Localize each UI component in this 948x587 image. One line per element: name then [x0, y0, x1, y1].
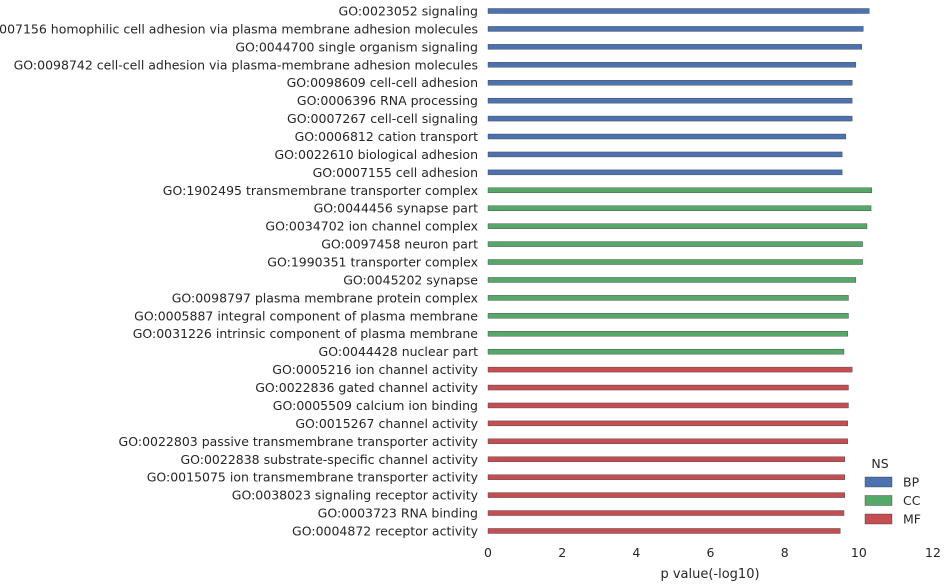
category-label: GO:0005216 ion channel activity	[272, 362, 478, 377]
category-label: GO:0044700 single organism signaling	[235, 39, 478, 54]
bar-mf	[487, 528, 841, 534]
category-label: GO:0004872 receptor activity	[292, 523, 479, 538]
bar-bp	[487, 62, 857, 68]
bar-bp	[487, 169, 843, 176]
category-label: GO:0098609 cell-cell adhesion	[287, 75, 478, 90]
x-tick-label: 6	[707, 545, 715, 560]
bar-bp	[487, 115, 853, 122]
bar-cc	[487, 223, 868, 229]
category-label: GO:0007267 cell-cell signaling	[287, 111, 478, 126]
legend-swatch-mf	[864, 513, 893, 525]
legend: NS BP CC MF	[864, 456, 921, 527]
legend-label-cc: CC	[903, 493, 921, 508]
bar-cc	[487, 205, 872, 211]
legend-items: BP CC MF	[864, 475, 921, 527]
category-label: GO:0038023 signaling receptor activity	[232, 488, 479, 503]
bar-bp	[487, 8, 870, 14]
category-label: GO:0097458 neuron part	[321, 237, 478, 252]
bar-bp	[487, 97, 853, 104]
category-label: GO:0007155 cell adhesion	[313, 165, 478, 180]
bar-mf	[487, 438, 848, 445]
x-tick-label: 8	[781, 545, 789, 560]
legend-swatch-bp	[864, 476, 893, 488]
legend-title: NS	[871, 456, 888, 471]
x-axis-ticks: 0 2 4 6 8 10 12	[484, 545, 941, 560]
bar-mf	[487, 456, 845, 462]
bar-mf	[487, 474, 845, 480]
category-labels: GO:0023052 signaling GO:0007156 homophili…	[0, 4, 479, 539]
category-label: GO:0006396 RNA processing	[297, 93, 478, 108]
legend-label-bp: BP	[903, 475, 920, 490]
category-label: GO:0098797 plasma membrane protein compl…	[172, 290, 478, 305]
category-label: GO:0045202 synapse	[343, 272, 478, 287]
category-label: GO:0022610 biological adhesion	[275, 147, 479, 162]
bar-cc	[487, 241, 863, 247]
bar-cc	[487, 277, 857, 283]
bar-mf	[487, 420, 848, 427]
x-axis-label: p value(-log10)	[660, 567, 759, 582]
bar-bp	[487, 44, 862, 50]
x-tick-label: 4	[632, 545, 640, 560]
category-label: GO:0015267 channel activity	[295, 416, 478, 431]
bar-mf	[487, 366, 853, 373]
bar-mf	[487, 492, 845, 498]
category-label: GO:0015075 ion transmembrane transporter…	[147, 470, 479, 485]
category-label: GO:1902495 transmembrane transporter com…	[163, 183, 478, 198]
x-tick-label: 12	[925, 545, 941, 560]
bar-cc	[487, 331, 848, 337]
bar-cc	[487, 187, 873, 194]
bar-bp	[487, 26, 864, 32]
bar-bp	[487, 133, 847, 140]
bar-mf	[487, 402, 849, 409]
category-label: GO:0044428 nuclear part	[319, 344, 479, 359]
bar-mf	[487, 384, 849, 391]
bar-bp	[487, 151, 843, 158]
category-label: GO:1990351 transporter complex	[267, 255, 478, 270]
category-label: GO:0044456 synapse part	[314, 201, 478, 216]
bar-cc	[487, 259, 863, 265]
category-label: GO:0022836 gated channel activity	[255, 380, 478, 395]
category-label: GO:0098742 cell-cell adhesion via plasma…	[14, 57, 478, 72]
x-tick-label: 0	[484, 545, 492, 560]
legend-swatch-cc	[864, 495, 893, 506]
bar-bp	[487, 80, 853, 86]
category-label: GO:0034702 ion channel complex	[265, 219, 478, 234]
category-label: GO:0005509 calcium ion binding	[273, 398, 478, 413]
category-label: GO:0007156 homophilic cell adhesion via …	[0, 21, 478, 36]
bar-cc	[487, 295, 849, 301]
category-label: GO:0006812 cation transport	[295, 129, 478, 144]
bar-cc	[487, 313, 849, 319]
x-tick-label: 2	[558, 545, 566, 560]
category-label: GO:0003723 RNA binding	[318, 506, 478, 521]
x-tick-label: 10	[851, 545, 867, 560]
category-label: GO:0023052 signaling	[339, 4, 478, 19]
category-label: GO:0031226 intrinsic component of plasma…	[133, 326, 479, 341]
category-label: GO:0022838 substrate-specific channel ac…	[180, 452, 478, 467]
category-label: GO:0022803 passive transmembrane transpo…	[119, 434, 479, 449]
category-label: GO:0005887 integral component of plasma …	[134, 308, 478, 323]
legend-label-mf: MF	[903, 512, 921, 527]
bar-group	[487, 8, 873, 534]
bar-cc	[487, 348, 845, 355]
bar-mf	[487, 510, 845, 516]
